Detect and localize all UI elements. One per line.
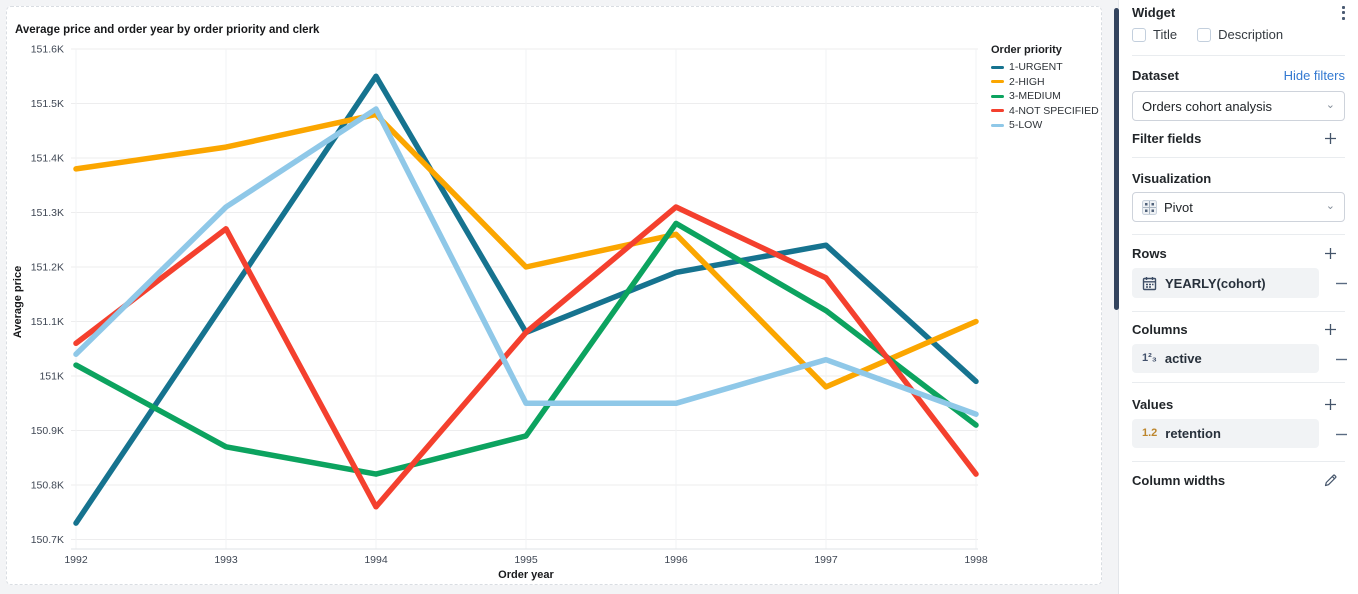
legend-series-label: 4-NOT SPECIFIED <box>1009 104 1099 117</box>
values-field-pill[interactable]: 1.2 retention <box>1132 419 1319 448</box>
svg-text:1994: 1994 <box>364 554 388 566</box>
dataset-select[interactable]: Orders cohort analysis ⌄ <box>1132 91 1345 121</box>
divider <box>1132 311 1345 312</box>
legend-series-label: 3-MEDIUM <box>1009 90 1061 103</box>
chart-card: Average price and order year by order pr… <box>6 6 1102 585</box>
values-section-title: Values <box>1132 397 1174 412</box>
legend-series-dash <box>991 123 1004 127</box>
columns-section-title: Columns <box>1132 322 1188 337</box>
edit-column-widths-button[interactable] <box>1321 472 1339 490</box>
svg-text:1995: 1995 <box>514 554 538 566</box>
remove-row-button[interactable] <box>1332 274 1350 292</box>
columns-field-pill[interactable]: 1²₃ active <box>1132 344 1319 373</box>
chevron-down-icon: ⌄ <box>1325 98 1335 111</box>
chart-legend: Order priority 1-URGENT 2-HIGH 3-MEDIUM 4-N… <box>991 44 1101 133</box>
dataset-select-value: Orders cohort analysis <box>1142 98 1273 114</box>
rows-field-label: YEARLY(cohort) <box>1165 275 1266 291</box>
dataset-section-title: Dataset <box>1132 68 1179 83</box>
visualization-select[interactable]: Pivot ⌄ <box>1132 192 1345 222</box>
svg-text:1998: 1998 <box>964 554 988 566</box>
divider <box>1132 234 1345 235</box>
legend-item[interactable]: 4-NOT SPECIFIED <box>991 104 1101 119</box>
pivot-icon <box>1142 199 1157 215</box>
widget-config-panel: Widget Title Description Dataset Hide fi… <box>1118 0 1358 594</box>
line-chart: 150.7K 150.8K 150.9K 151K 151.1K 151.2K 151.3K… <box>12 44 988 582</box>
pencil-icon <box>1324 474 1337 487</box>
values-field-label: retention <box>1165 426 1221 441</box>
plus-icon <box>1324 133 1336 144</box>
svg-text:151.4K: 151.4K <box>31 153 64 165</box>
legend-series-dash <box>991 65 1004 69</box>
decimal-icon: 1.2 <box>1142 427 1158 439</box>
svg-text:151.5K: 151.5K <box>31 98 64 110</box>
legend-series-dash <box>991 94 1004 98</box>
remove-column-button[interactable] <box>1332 350 1350 368</box>
legend-series-dash <box>991 109 1004 113</box>
legend-series-label: 2-HIGH <box>1009 75 1045 88</box>
svg-text:Order year: Order year <box>498 569 554 581</box>
svg-text:151.2K: 151.2K <box>31 262 64 274</box>
chart-title: Average price and order year by order pr… <box>15 24 320 36</box>
add-column-button[interactable] <box>1321 321 1339 339</box>
svg-text:151.6K: 151.6K <box>31 44 64 56</box>
title-checkbox-label[interactable]: Title <box>1153 27 1178 42</box>
legend-item[interactable]: 3-MEDIUM <box>991 89 1101 104</box>
svg-text:1997: 1997 <box>814 554 838 566</box>
description-checkbox[interactable] <box>1197 27 1212 42</box>
legend-series-label: 1-URGENT <box>1009 61 1063 74</box>
divider <box>1132 382 1345 383</box>
plus-icon <box>1324 324 1336 335</box>
svg-text:150.8K: 150.8K <box>31 480 64 492</box>
divider <box>1132 157 1345 158</box>
title-checkbox[interactable] <box>1132 27 1146 42</box>
svg-text:151.3K: 151.3K <box>31 207 64 219</box>
add-filter-field-button[interactable] <box>1321 130 1339 148</box>
divider <box>1132 55 1345 56</box>
remove-value-button[interactable] <box>1332 425 1350 443</box>
kebab-menu-icon[interactable] <box>1342 5 1345 20</box>
svg-text:1996: 1996 <box>664 554 688 566</box>
minus-icon <box>1335 433 1347 435</box>
legend-series-dash <box>991 80 1004 84</box>
visualization-section-title: Visualization <box>1132 171 1212 186</box>
hide-filters-link[interactable]: Hide filters <box>1283 68 1345 83</box>
add-value-button[interactable] <box>1321 396 1339 414</box>
description-checkbox-label[interactable]: Description <box>1218 27 1284 42</box>
chevron-down-icon: ⌄ <box>1325 199 1335 212</box>
integer-icon: 1²₃ <box>1142 352 1157 364</box>
panel-scrollbar-thumb[interactable] <box>1114 8 1119 310</box>
svg-text:151K: 151K <box>39 371 64 383</box>
plus-icon <box>1324 248 1336 259</box>
minus-icon <box>1335 282 1347 284</box>
column-widths-section-title: Column widths <box>1132 473 1226 488</box>
plus-icon <box>1324 399 1336 410</box>
svg-text:1992: 1992 <box>64 554 88 566</box>
svg-text:1993: 1993 <box>214 554 238 566</box>
rows-field-pill[interactable]: YEARLY(cohort) <box>1132 268 1319 298</box>
add-row-button[interactable] <box>1321 245 1339 263</box>
minus-icon <box>1335 358 1347 360</box>
legend-item[interactable]: 1-URGENT <box>991 60 1101 75</box>
svg-text:151.1K: 151.1K <box>31 316 64 328</box>
calendar-icon <box>1142 276 1157 290</box>
visualization-select-value: Pivot <box>1164 199 1193 215</box>
svg-text:Average price: Average price <box>12 266 24 338</box>
divider <box>1132 461 1345 462</box>
svg-text:150.9K: 150.9K <box>31 425 64 437</box>
svg-text:150.7K: 150.7K <box>31 534 64 546</box>
rows-section-title: Rows <box>1132 246 1167 261</box>
filter-fields-section-title: Filter fields <box>1132 131 1202 146</box>
widget-section-title: Widget <box>1132 5 1176 20</box>
legend-item[interactable]: 5-LOW <box>991 118 1101 133</box>
legend-item[interactable]: 2-HIGH <box>991 75 1101 90</box>
legend-title: Order priority <box>991 44 1062 56</box>
legend-series-label: 5-LOW <box>1009 119 1043 132</box>
columns-field-label: active <box>1164 351 1202 366</box>
